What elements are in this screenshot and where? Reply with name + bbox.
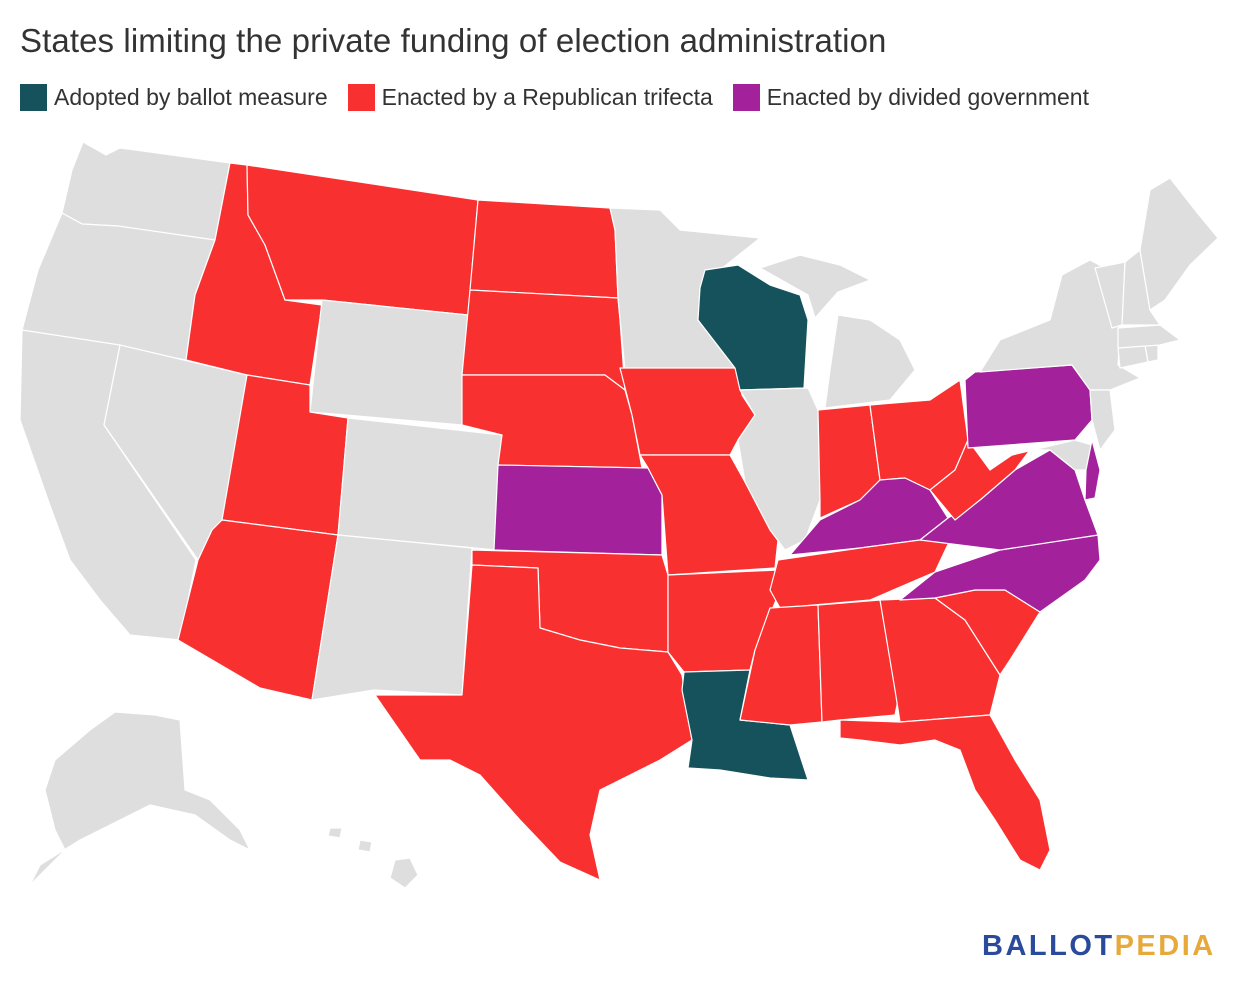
legend-label-ballot: Adopted by ballot measure [54,84,328,110]
state-alaska [29,711,251,886]
ballotpedia-logo: BALLOTPEDIA [982,930,1216,963]
legend-swatch-divided [732,84,760,111]
state-new-hampshire [1121,249,1161,326]
legend: Adopted by ballot measure Enacted by a R… [20,84,1089,111]
legend-label-divided: Enacted by divided government [766,84,1089,110]
state-florida [839,714,1051,871]
state-kansas [493,464,663,556]
legend-item-trifecta: Enacted by a Republican trifecta [347,84,713,111]
state-colorado [337,417,503,551]
state-pennsylvania [964,364,1093,449]
state-connecticut [1117,344,1149,369]
legend-swatch-ballot [20,84,47,111]
state-maryland [1011,439,1093,471]
state-maine [1139,177,1219,311]
page-title: States limiting the private funding of e… [20,22,887,59]
legend-swatch-trifecta [347,84,375,111]
state-missouri [639,454,779,576]
state-illinois [737,387,821,551]
state-north-dakota [469,199,619,299]
state-wyoming [309,299,469,426]
state-new-jersey [1089,389,1116,451]
state-texas [374,564,693,881]
legend-label-trifecta: Enacted by a Republican trifecta [381,84,713,110]
state-rhode-island [1144,344,1159,363]
state-hawaii [327,827,419,889]
logo-part-pedia: PEDIA [1114,930,1216,962]
legend-item-divided: Enacted by divided government [732,84,1089,111]
state-michigan [759,254,916,409]
state-iowa [619,367,756,456]
state-new-mexico [311,534,473,701]
state-massachusetts [1117,324,1181,349]
us-map [19,141,1219,889]
state-montana [246,164,479,316]
legend-item-ballot: Adopted by ballot measure [20,84,328,111]
logo-part-ballot: BALLOT [982,930,1115,962]
state-delaware [1084,439,1101,501]
state-north-carolina [899,534,1101,613]
